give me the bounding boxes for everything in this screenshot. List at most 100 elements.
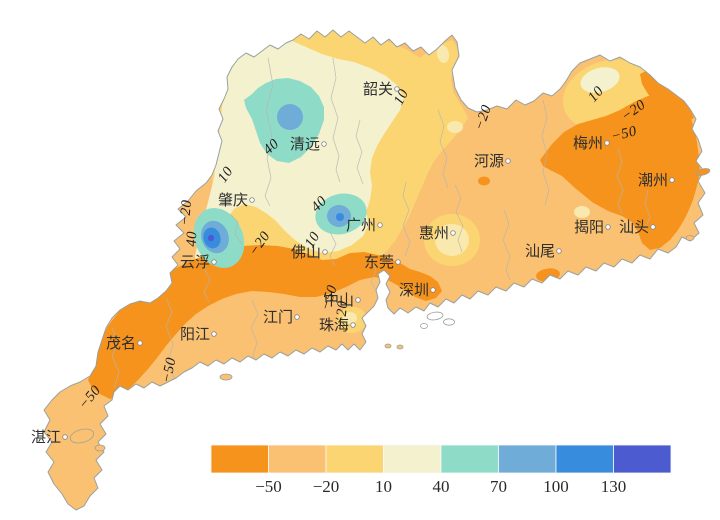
island xyxy=(695,168,711,176)
city-huizhou: 惠州 xyxy=(419,225,456,242)
city-shenzhen: 深圳 xyxy=(399,282,436,299)
city-zhongshan: 中山 xyxy=(324,292,361,309)
island xyxy=(219,373,233,381)
district-border xyxy=(402,181,411,257)
city-label-yunfu: 云浮 xyxy=(180,254,210,271)
region-pale_yellow-10 xyxy=(447,121,463,133)
colorbar-tick-3: 40 xyxy=(433,477,450,496)
city-marker-zhongshan xyxy=(355,297,361,303)
city-label-dongguan: 东莞 xyxy=(364,254,394,271)
contour-label-14: −50 xyxy=(159,356,180,385)
city-marker-shaoguan xyxy=(394,86,400,92)
city-label-meizhou: 梅州 xyxy=(573,135,603,152)
island xyxy=(685,235,695,241)
city-label-jiangmen: 江门 xyxy=(263,309,293,326)
city-yunfu: 云浮 xyxy=(180,254,217,271)
colorbar-segment-4 xyxy=(440,444,499,474)
city-marker-yunfu xyxy=(211,259,217,265)
region-lt_m50-14 xyxy=(478,176,490,186)
region-lt_m50-13 xyxy=(640,70,694,122)
district-border xyxy=(229,213,243,245)
colorbar-segment-6 xyxy=(555,444,614,474)
district-border xyxy=(111,327,120,389)
district-border xyxy=(329,231,337,267)
contour-label-0: 10 xyxy=(391,86,413,107)
region-p10_40-2 xyxy=(580,67,620,93)
city-marker-yangjiang xyxy=(211,331,217,337)
city-label-zhongshan: 中山 xyxy=(324,292,354,309)
colorbar-segment-1 xyxy=(268,444,327,474)
island xyxy=(396,344,404,350)
district-border xyxy=(454,184,464,253)
city-jiangmen: 江门 xyxy=(263,309,300,326)
city-label-yangjiang: 阳江 xyxy=(180,326,210,343)
city-label-shaoguan: 韶关 xyxy=(363,81,393,98)
city-label-shantou: 汕头 xyxy=(619,219,649,236)
city-marker-shanwei xyxy=(556,248,562,254)
city-marker-chaozhou xyxy=(669,177,675,183)
region-p100_130-21 xyxy=(336,213,344,221)
colorbar-tick-2: 10 xyxy=(375,477,392,496)
city-marker-shantou xyxy=(650,224,656,230)
city-maoming: 茂名 xyxy=(106,335,143,352)
island xyxy=(94,444,106,452)
city-zhaoqing: 肇庆 xyxy=(218,192,255,209)
city-guangzhou: 广州 xyxy=(346,217,383,234)
district-border xyxy=(165,297,175,387)
colorbar-segment-3 xyxy=(383,444,442,474)
city-label-maoming: 茂名 xyxy=(106,335,136,352)
city-label-shenzhen: 深圳 xyxy=(399,282,429,299)
district-border xyxy=(502,209,511,281)
city-jieyang: 揭阳 xyxy=(574,219,611,236)
city-marker-jiangmen xyxy=(294,314,300,320)
district-border xyxy=(369,257,378,293)
contour-label-3: −20 xyxy=(177,199,195,226)
city-marker-heyuan xyxy=(505,158,511,164)
city-label-foshan: 佛山 xyxy=(291,244,321,261)
contour-label-13: −50 xyxy=(610,123,639,145)
district-borders xyxy=(111,57,651,389)
city-shanwei: 汕尾 xyxy=(525,243,562,260)
province-outline xyxy=(43,29,706,511)
colorbar-segment-5 xyxy=(498,444,557,474)
district-border xyxy=(250,299,259,365)
colorbar-tick-1: −20 xyxy=(313,477,340,496)
city-shantou: 汕头 xyxy=(619,219,656,236)
colorbar-segment-0 xyxy=(210,444,269,474)
city-label-zhanjiang: 湛江 xyxy=(31,429,61,446)
city-chaozhou: 潮州 xyxy=(638,172,675,189)
region-p70_100-18 xyxy=(277,104,303,130)
islands xyxy=(69,168,711,452)
city-label-shanwei: 汕尾 xyxy=(525,243,555,260)
city-marker-dongguan xyxy=(395,259,401,265)
city-marker-maoming xyxy=(137,340,143,346)
city-marker-jieyang xyxy=(605,224,611,230)
colorbar-tick-6: 130 xyxy=(601,477,627,496)
colorbar-tick-0: −50 xyxy=(255,477,282,496)
island xyxy=(69,428,95,444)
region-gt_130-25 xyxy=(207,234,215,242)
city-marker-zhaoqing xyxy=(249,197,255,203)
city-yangjiang: 阳江 xyxy=(180,326,217,343)
city-foshan: 佛山 xyxy=(291,244,328,261)
contour-label-4: 40 xyxy=(184,231,201,247)
district-border xyxy=(264,57,274,207)
city-marker-huizhou xyxy=(450,230,456,236)
colorbar-segment-2 xyxy=(325,444,384,474)
city-label-qingyuan: 清远 xyxy=(290,136,320,153)
city-label-heyuan: 河源 xyxy=(474,153,504,170)
city-shaoguan: 韶关 xyxy=(363,81,400,98)
region-lt_m50-11 xyxy=(88,245,442,399)
district-border xyxy=(644,189,651,230)
contour-label-9: −20 xyxy=(333,300,352,328)
contour-label-8: −50 xyxy=(318,283,341,313)
region-lt_m50-16 xyxy=(172,283,188,317)
city-label-zhaoqing: 肇庆 xyxy=(218,192,248,209)
region-pale_yellow-9 xyxy=(436,45,450,63)
city-label-guangzhou: 广州 xyxy=(346,217,376,234)
city-marker-zhanjiang xyxy=(62,434,68,440)
city-marker-qingyuan xyxy=(321,141,327,147)
